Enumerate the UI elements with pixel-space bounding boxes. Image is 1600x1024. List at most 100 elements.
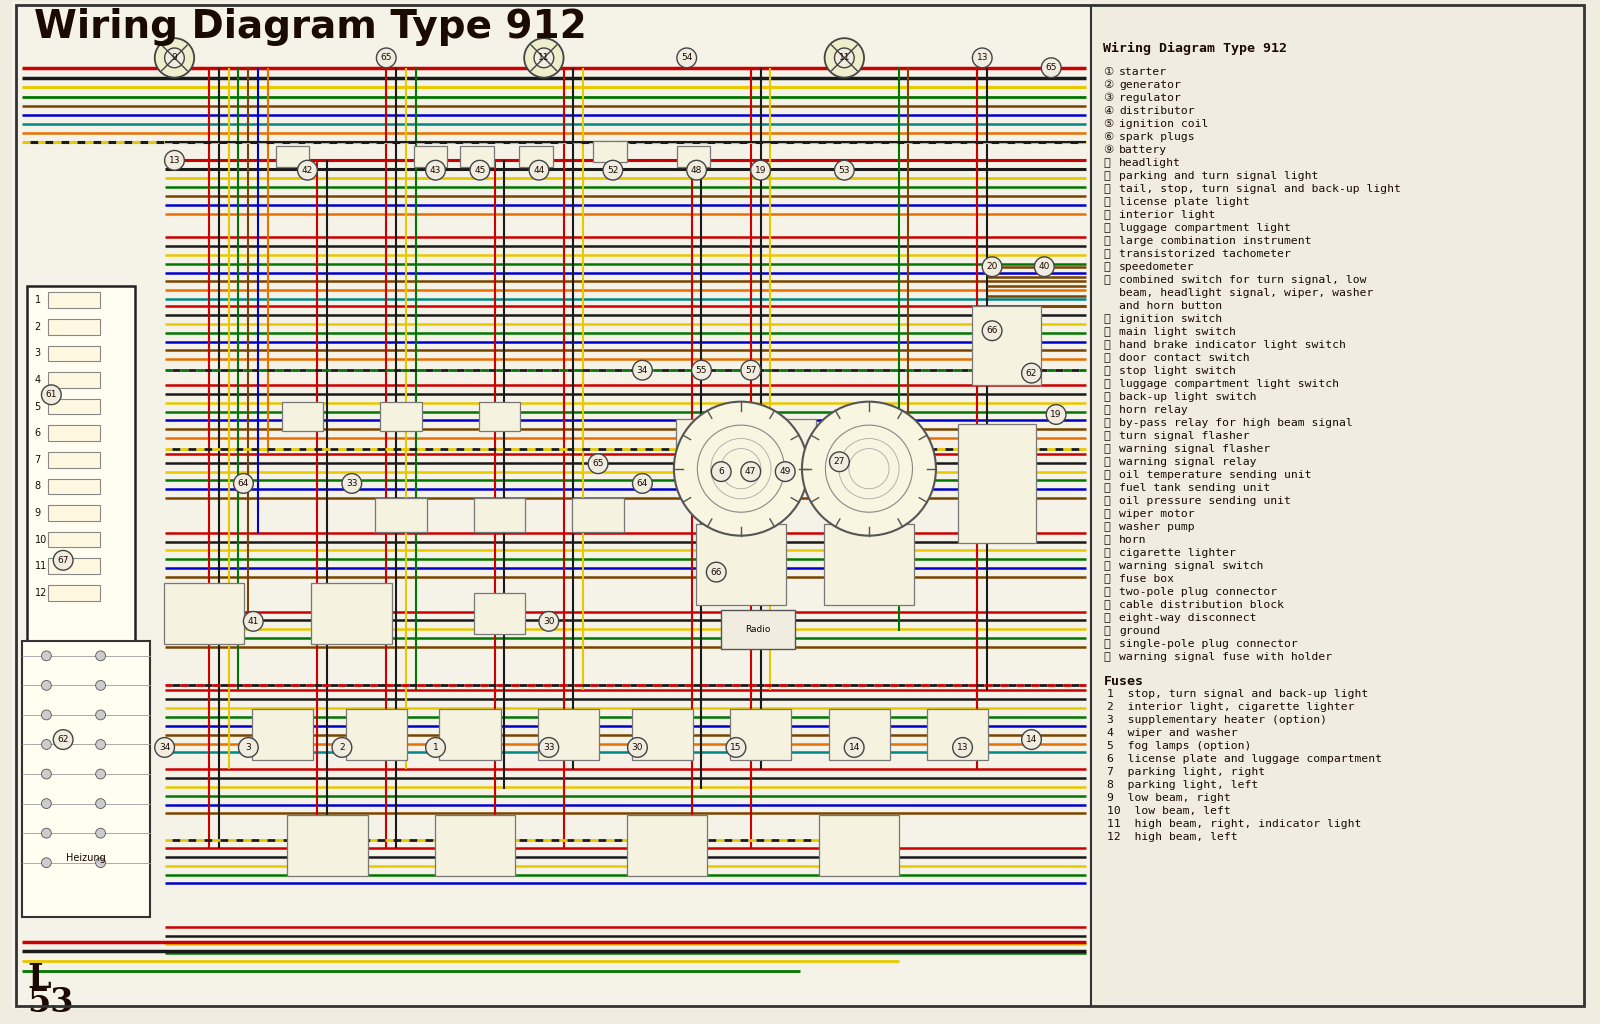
Text: 42: 42 [302,166,314,175]
Text: 19: 19 [1050,410,1062,419]
Circle shape [707,562,726,582]
Text: ignition coil: ignition coil [1118,119,1208,129]
Bar [774,420,816,449]
Bar [48,292,99,308]
Text: 9: 9 [171,53,178,62]
Text: 13: 13 [168,156,181,165]
Text: 47: 47 [746,467,757,476]
Bar [474,593,525,634]
Circle shape [298,161,317,180]
Circle shape [376,48,397,68]
Text: ⑮: ⑮ [1104,197,1110,207]
Text: ②: ② [1104,80,1114,90]
Text: ⒂: ⒂ [1104,457,1110,467]
Text: 7: 7 [35,455,42,465]
Text: 11: 11 [838,53,850,62]
Text: 64: 64 [637,479,648,488]
Text: 7  parking light, right: 7 parking light, right [1107,767,1266,776]
Text: 5  fog lamps (option): 5 fog lamps (option) [1107,740,1251,751]
Text: 9: 9 [35,508,40,518]
Text: 6: 6 [718,467,725,476]
Text: oil temperature sending unit: oil temperature sending unit [1118,470,1312,480]
Text: 1: 1 [432,743,438,752]
Text: regulator: regulator [1118,93,1181,102]
Text: horn: horn [1118,535,1147,545]
Text: ⒄: ⒄ [1104,483,1110,493]
Bar [48,318,99,335]
Bar [27,287,134,641]
Text: 13: 13 [976,53,987,62]
Circle shape [525,38,563,78]
Text: warning signal relay: warning signal relay [1118,457,1256,467]
Text: beam, headlight signal, wiper, washer: beam, headlight signal, wiper, washer [1118,288,1373,298]
Circle shape [691,360,712,380]
Text: ⑭: ⑭ [1104,183,1110,194]
Circle shape [342,473,362,494]
Text: warning signal flasher: warning signal flasher [1118,443,1270,454]
Circle shape [973,48,992,68]
Bar [253,709,314,760]
Circle shape [42,651,51,660]
Circle shape [1022,364,1042,383]
Text: 8  parking light, left: 8 parking light, left [1107,779,1259,790]
Text: back-up light switch: back-up light switch [1118,392,1256,401]
Text: tail, stop, turn signal and back-up light: tail, stop, turn signal and back-up ligh… [1118,183,1402,194]
Bar [730,709,790,760]
Text: 43: 43 [430,166,442,175]
Bar [461,145,494,167]
Bar [632,709,693,760]
Text: 13: 13 [957,743,968,752]
Text: 34: 34 [158,743,170,752]
Circle shape [1022,730,1042,750]
Text: 66: 66 [986,327,998,335]
Text: 57: 57 [746,366,757,375]
Bar [926,709,989,760]
Text: 3: 3 [245,743,251,752]
Text: 3: 3 [35,348,40,358]
Text: 14: 14 [1026,735,1037,744]
Text: 2: 2 [339,743,344,752]
Circle shape [829,452,850,472]
Bar [286,815,368,877]
Text: spark plugs: spark plugs [1118,132,1195,141]
Text: ⑤: ⑤ [1104,119,1114,129]
Circle shape [1035,257,1054,276]
Circle shape [42,681,51,690]
Circle shape [632,473,653,494]
Circle shape [96,799,106,809]
Bar [376,498,427,532]
Bar [48,398,99,415]
Circle shape [234,473,253,494]
Text: ③: ③ [1104,93,1114,102]
Text: ⑾: ⑾ [1104,404,1110,415]
Text: 15: 15 [730,743,742,752]
Text: 14: 14 [848,743,859,752]
Text: 40: 40 [1038,262,1050,271]
Text: 54: 54 [682,53,693,62]
Circle shape [534,48,554,68]
Circle shape [96,739,106,750]
Bar [48,505,99,521]
Text: by-pass relay for high beam signal: by-pass relay for high beam signal [1118,418,1354,428]
Circle shape [589,454,608,473]
Text: 1: 1 [35,295,40,305]
Text: horn relay: horn relay [1118,404,1187,415]
Text: ⒉: ⒉ [1104,548,1110,558]
Text: ⒐: ⒐ [1104,639,1110,649]
Text: 1  stop, turn signal and back-up light: 1 stop, turn signal and back-up light [1107,688,1368,698]
Text: 8: 8 [35,481,40,492]
Text: 27: 27 [834,458,845,466]
Text: 11: 11 [538,53,550,62]
Text: Fuses: Fuses [1104,675,1144,688]
Text: cable distribution block: cable distribution block [1118,600,1285,610]
Bar [11,1,1091,1010]
Circle shape [750,161,771,180]
Text: ⑳: ⑳ [1104,223,1110,232]
Text: 67: 67 [58,556,69,565]
Text: ⑹: ⑹ [1104,340,1110,350]
Text: Wiring Diagram Type 912: Wiring Diagram Type 912 [34,8,586,46]
Text: ⑬: ⑬ [1104,171,1110,181]
Circle shape [96,710,106,720]
Text: ⒃: ⒃ [1104,470,1110,480]
Text: 4: 4 [35,375,40,385]
